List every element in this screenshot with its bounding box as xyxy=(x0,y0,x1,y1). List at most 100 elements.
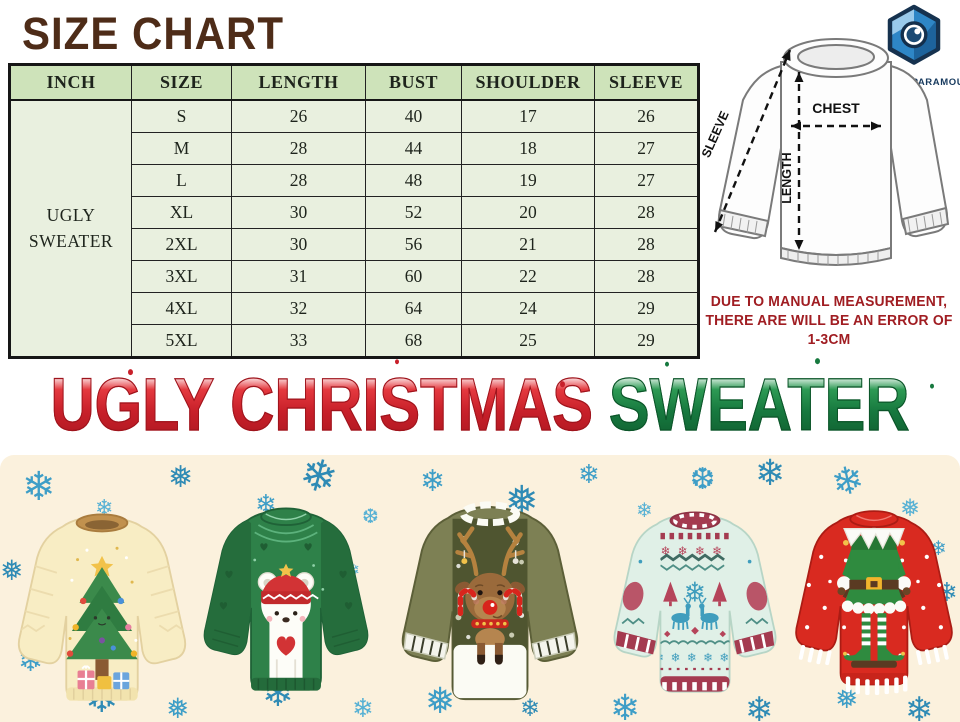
snowflake-icon: ❆ xyxy=(362,506,379,528)
snowflake-icon: ❅ xyxy=(425,680,456,721)
snow-dot xyxy=(560,381,565,388)
header-bust: BUST xyxy=(365,64,462,101)
cell-bust: 56 xyxy=(365,228,462,261)
page-title: SIZE CHART xyxy=(22,8,284,59)
cell-size: L xyxy=(131,164,232,197)
sweater-illustration-tree xyxy=(17,513,187,701)
snowflake-icon: ❄ xyxy=(578,459,600,489)
snowflake-icon: ❄ xyxy=(420,465,446,498)
sweater-outline-illustration xyxy=(716,38,950,266)
chest-label: CHEST xyxy=(812,100,860,116)
product-label: UGLY SWEATER xyxy=(9,99,132,358)
cell-size: 3XL xyxy=(131,260,232,293)
snowflake-icon: ❄ xyxy=(745,691,774,722)
snowflake-icon: ❅ xyxy=(0,555,24,586)
cell-shoulder: 21 xyxy=(461,228,595,261)
cell-sleeve: 26 xyxy=(594,99,699,133)
table-row: 5XL 33 68 25 29 xyxy=(10,324,699,358)
cell-length: 30 xyxy=(231,196,366,229)
polar-bear-icon xyxy=(257,563,319,682)
banner-ugly-christmas: UGLY CHRISTMAS xyxy=(50,362,593,446)
cell-sleeve: 29 xyxy=(594,324,699,358)
sweater-illustration-reindeer xyxy=(401,501,579,701)
table-row: M 28 44 18 27 xyxy=(10,132,699,165)
cell-sleeve: 27 xyxy=(594,132,699,165)
cell-length: 26 xyxy=(231,99,366,133)
cell-bust: 52 xyxy=(365,196,462,229)
snowflake-icon: ❅ xyxy=(900,495,921,522)
cell-sleeve: 28 xyxy=(594,228,699,261)
snowflake-icon: ❄ xyxy=(95,495,114,520)
sweater-illustration-elf xyxy=(795,510,953,696)
disclaimer-line-1: DUE TO MANUAL MEASUREMENT, xyxy=(710,294,948,310)
cell-length: 31 xyxy=(231,260,366,293)
snow-dot xyxy=(930,383,934,389)
snowflake-icon: ❄ xyxy=(905,691,934,722)
snowflake-icon: ❆ xyxy=(690,463,716,496)
snowflake-icon: ❅ xyxy=(168,461,194,494)
sweater-illustration-fair-isle: ❄❄❄❄ ❄ ❄❄❄ xyxy=(613,511,777,693)
measurement-disclaimer: DUE TO MANUAL MEASUREMENT, THERE ARE WIL… xyxy=(703,293,955,350)
cell-shoulder: 17 xyxy=(461,99,595,133)
cell-size: S xyxy=(131,99,232,133)
cell-bust: 48 xyxy=(365,164,462,197)
snow-dot xyxy=(395,359,399,365)
snowflake-icon: ❄ xyxy=(22,465,56,509)
header-sleeve: SLEEVE xyxy=(594,64,699,101)
cell-length: 28 xyxy=(231,164,366,197)
snowflake-icon: ❄ xyxy=(636,500,653,522)
cell-shoulder: 19 xyxy=(461,164,595,197)
svg-text:❄❄❄❄: ❄❄❄❄ xyxy=(661,544,730,558)
length-label: LENGTH xyxy=(780,152,794,203)
cell-length: 30 xyxy=(231,228,366,261)
snowflake-icon: ❄ xyxy=(352,693,374,722)
svg-text:❄❄❄❄❄: ❄❄❄❄❄ xyxy=(654,651,735,665)
cell-shoulder: 18 xyxy=(461,132,595,165)
cell-bust: 64 xyxy=(365,292,462,325)
table-row: 2XL 30 56 21 28 xyxy=(10,228,699,261)
snow-dot xyxy=(815,358,820,365)
measurement-diagram: CHEST LENGTH SLEEVE xyxy=(693,8,958,292)
cell-sleeve: 28 xyxy=(594,260,699,293)
elf-icon xyxy=(837,528,911,668)
cell-length: 32 xyxy=(231,292,366,325)
cell-sleeve: 27 xyxy=(594,164,699,197)
banner-title: UGLY CHRISTMAS SWEATER xyxy=(0,352,960,474)
cell-length: 33 xyxy=(231,324,366,358)
snow-dot xyxy=(665,361,669,367)
header-shoulder: SHOULDER xyxy=(461,64,595,101)
christmas-tree-icon xyxy=(66,546,138,690)
cell-bust: 44 xyxy=(365,132,462,165)
cell-sleeve: 28 xyxy=(594,196,699,229)
snowflake-icon: ❅ xyxy=(835,683,859,714)
size-table: INCH SIZE LENGTH BUST SHOULDER SLEEVE UG… xyxy=(8,63,700,359)
cell-bust: 60 xyxy=(365,260,462,293)
cell-size: 2XL xyxy=(131,228,232,261)
sweater-gallery: ❄ ❄ ❅ ❄ ❄ ❆ ❄ ❅ ❄ ❄ ❆ ❄ ❄ ❅ ❄ ❅ ❄ ❅ ❄ ❄ … xyxy=(0,455,960,722)
hexagon-eye-icon xyxy=(887,4,941,65)
sleeve-arrow xyxy=(713,49,792,233)
cell-bust: 68 xyxy=(365,324,462,358)
header-size: SIZE xyxy=(131,64,232,101)
cell-sleeve: 29 xyxy=(594,292,699,325)
cell-size: 5XL xyxy=(131,324,232,358)
snowflake-icon: ❅ xyxy=(166,693,190,722)
sleeve-label: SLEEVE xyxy=(699,109,732,160)
cell-length: 28 xyxy=(231,132,366,165)
cell-shoulder: 24 xyxy=(461,292,595,325)
cell-shoulder: 22 xyxy=(461,260,595,293)
disclaimer-line-2: THERE ARE WILL BE AN ERROR OF 1-3CM xyxy=(705,312,953,348)
sweater-illustration-polar-bear xyxy=(203,507,369,691)
snowflake-icon: ❄ xyxy=(520,695,541,722)
cell-bust: 40 xyxy=(365,99,462,133)
cell-shoulder: 20 xyxy=(461,196,595,229)
table-row: 4XL 32 64 24 29 xyxy=(10,292,699,325)
reindeer-icon xyxy=(454,526,526,650)
cell-size: XL xyxy=(131,196,232,229)
cell-size: 4XL xyxy=(131,292,232,325)
snowflake-icon: ❄ xyxy=(755,455,786,493)
banner-sweater: SWEATER xyxy=(608,362,910,446)
cell-size: M xyxy=(131,132,232,165)
table-header-row: INCH SIZE LENGTH BUST SHOULDER SLEEVE xyxy=(9,64,699,101)
